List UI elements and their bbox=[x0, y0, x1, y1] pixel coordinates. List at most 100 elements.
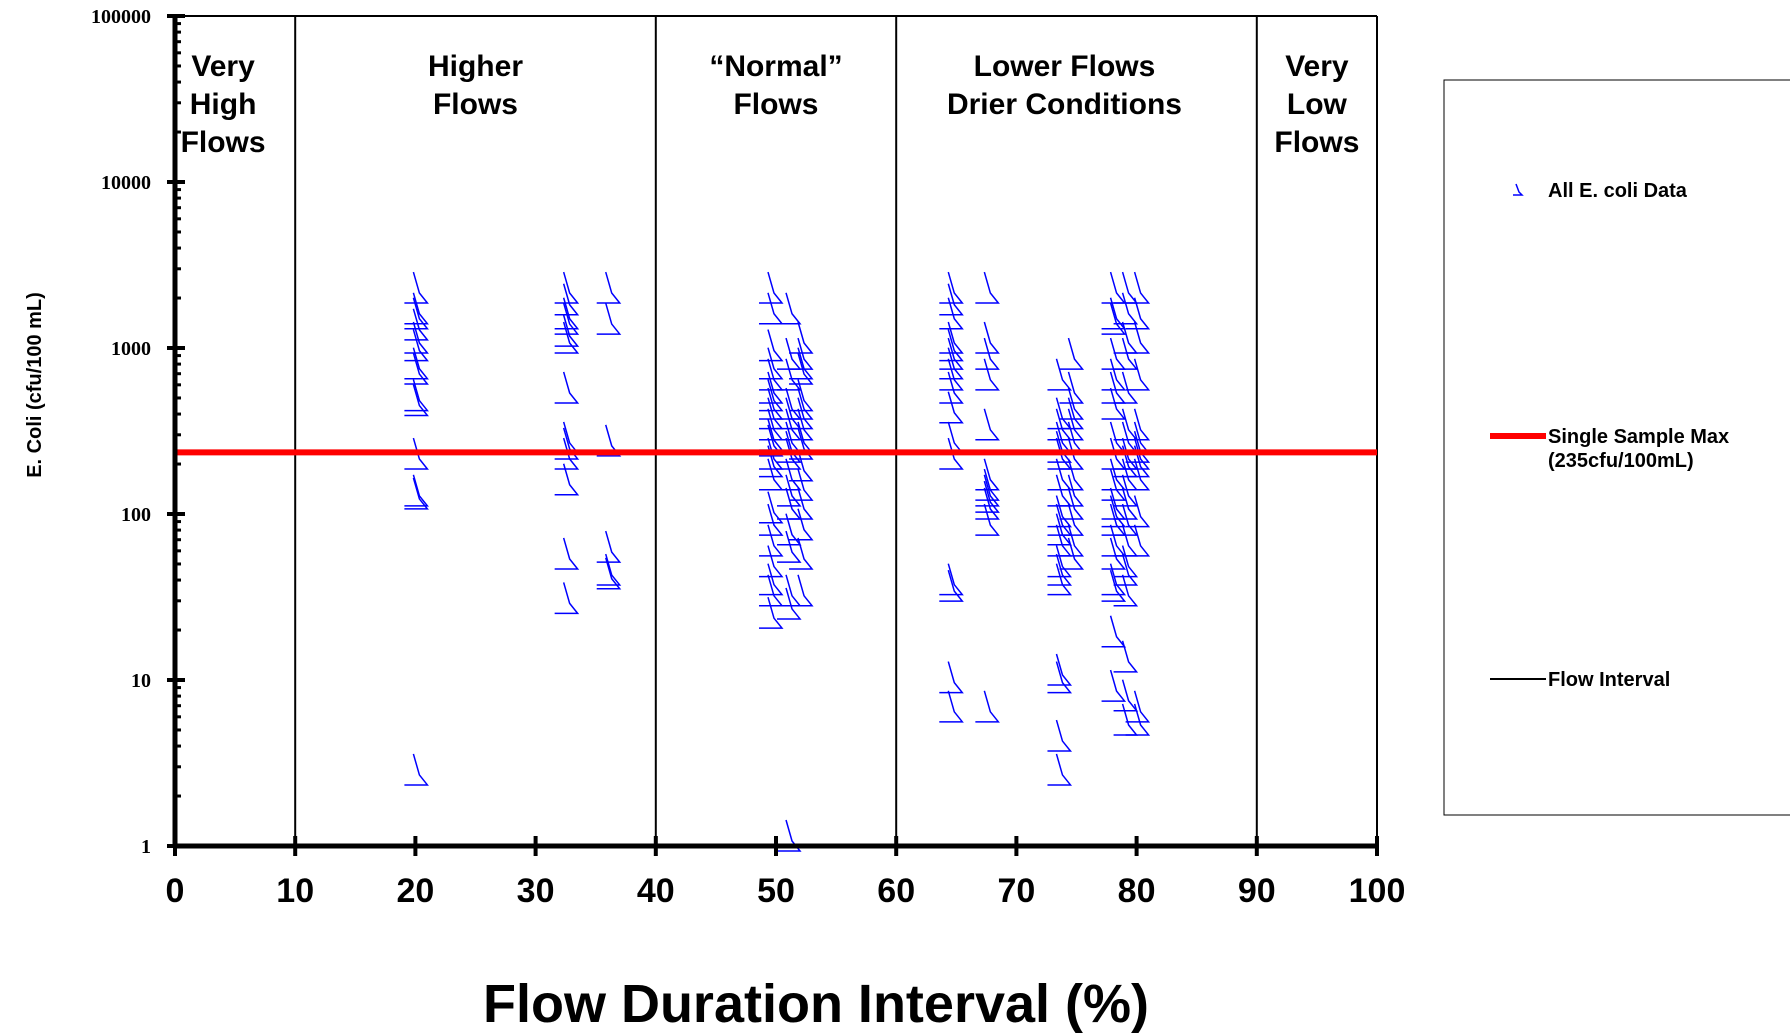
data-point bbox=[758, 408, 784, 441]
data-point bbox=[758, 596, 784, 629]
data-point bbox=[777, 587, 802, 620]
data-point bbox=[1101, 669, 1127, 702]
data-point bbox=[758, 563, 784, 596]
data-point bbox=[1059, 537, 1085, 570]
data-point bbox=[1113, 487, 1139, 520]
y-tick-label: 10 bbox=[131, 670, 151, 692]
data-point bbox=[1047, 553, 1073, 586]
data-point bbox=[789, 397, 814, 430]
data-point bbox=[596, 530, 622, 563]
data-point bbox=[939, 437, 964, 470]
data-point bbox=[1125, 271, 1151, 304]
data-point bbox=[1101, 524, 1127, 557]
data-point bbox=[1101, 569, 1127, 602]
data-point bbox=[758, 458, 784, 491]
data-point bbox=[404, 271, 429, 304]
data-point bbox=[1125, 358, 1151, 391]
y-tick-label: 10000 bbox=[101, 172, 151, 194]
x-tick-label: 50 bbox=[757, 872, 795, 910]
data-point bbox=[404, 352, 429, 385]
data-point bbox=[1113, 408, 1139, 441]
x-tick-label: 0 bbox=[166, 872, 185, 910]
data-point bbox=[975, 468, 1000, 501]
y-axis-label: E. Coli (cfu/100 mL) bbox=[24, 292, 46, 478]
data-point bbox=[1047, 358, 1073, 391]
data-point bbox=[1101, 302, 1127, 335]
data-point bbox=[777, 474, 802, 507]
data-point bbox=[939, 358, 964, 391]
region-label-line: Very bbox=[1285, 50, 1349, 83]
legend-label: Flow Interval bbox=[1548, 669, 1670, 691]
data-point bbox=[1113, 445, 1139, 478]
data-point bbox=[1101, 495, 1127, 528]
data-point bbox=[1059, 487, 1085, 520]
region-label-line: Flows bbox=[733, 88, 818, 121]
region-label: Very High Flows bbox=[181, 50, 266, 159]
data-point bbox=[975, 690, 1000, 723]
x-tick-label: 60 bbox=[877, 872, 915, 910]
data-point bbox=[404, 474, 429, 507]
flow-interval-lines bbox=[175, 15, 1378, 846]
data-point bbox=[939, 569, 964, 602]
data-point bbox=[758, 371, 784, 404]
data-point bbox=[939, 391, 964, 424]
data-point bbox=[1047, 753, 1073, 786]
data-point bbox=[404, 384, 429, 417]
data-point bbox=[1125, 524, 1151, 557]
data-point bbox=[1125, 408, 1151, 441]
region-labels: Very High Flows Higher Flows “Normal” Flows Low… bbox=[181, 50, 1360, 159]
data-point bbox=[1125, 445, 1151, 478]
data-point bbox=[1113, 679, 1139, 712]
data-point bbox=[777, 430, 802, 463]
data-point bbox=[758, 329, 784, 362]
data-point bbox=[404, 347, 429, 380]
data-point bbox=[1047, 430, 1073, 463]
y-tick-label: 1 bbox=[141, 836, 151, 858]
data-point bbox=[554, 314, 580, 347]
data-point bbox=[1113, 640, 1139, 673]
data-point bbox=[1125, 321, 1151, 354]
region-label-line: Very bbox=[191, 50, 255, 83]
region-label: Higher Flows bbox=[428, 50, 523, 121]
data-point bbox=[758, 524, 784, 557]
data-point bbox=[777, 487, 802, 520]
data-point bbox=[1113, 271, 1139, 304]
data-point bbox=[1101, 387, 1127, 420]
data-point bbox=[789, 537, 814, 570]
data-point bbox=[1059, 408, 1085, 441]
data-point bbox=[789, 487, 814, 520]
region-label-line: Lower Flows bbox=[974, 50, 1156, 83]
data-point bbox=[939, 690, 964, 723]
data-point bbox=[939, 563, 964, 596]
legend: All E. coli Data Single Sample Max(235cfu… bbox=[1443, 79, 1790, 816]
data-point bbox=[789, 508, 814, 541]
data-point bbox=[758, 379, 784, 412]
data-point bbox=[1101, 537, 1127, 570]
y-tick-label: 100000 bbox=[91, 6, 151, 28]
data-point bbox=[1101, 271, 1127, 304]
data-point bbox=[404, 753, 429, 786]
data-point bbox=[1113, 371, 1139, 404]
data-point bbox=[1101, 487, 1127, 520]
region-label-line: Drier Conditions bbox=[947, 88, 1182, 121]
data-point bbox=[939, 661, 964, 694]
data-point bbox=[1125, 430, 1151, 463]
data-point bbox=[975, 487, 1000, 520]
region-label: Lower Flows Drier Conditions bbox=[947, 50, 1182, 121]
data-point bbox=[1047, 495, 1073, 528]
data-point bbox=[1047, 545, 1073, 578]
region-label-line: Flows bbox=[1274, 126, 1359, 159]
legend-marker bbox=[1513, 183, 1524, 196]
data-point bbox=[596, 271, 622, 304]
x-tick-label: 90 bbox=[1238, 872, 1276, 910]
x-tick-label: 10 bbox=[276, 872, 314, 910]
data-point bbox=[777, 292, 802, 325]
data-point bbox=[758, 445, 784, 478]
axes: 1 10 100 1000 10000 100000 0 10 20 30 40 50 60 70 80 90… bbox=[91, 6, 1405, 910]
data-point bbox=[1101, 468, 1127, 501]
data-point bbox=[789, 337, 814, 370]
data-point bbox=[554, 302, 580, 335]
data-point bbox=[404, 321, 429, 354]
data-point bbox=[554, 321, 580, 354]
